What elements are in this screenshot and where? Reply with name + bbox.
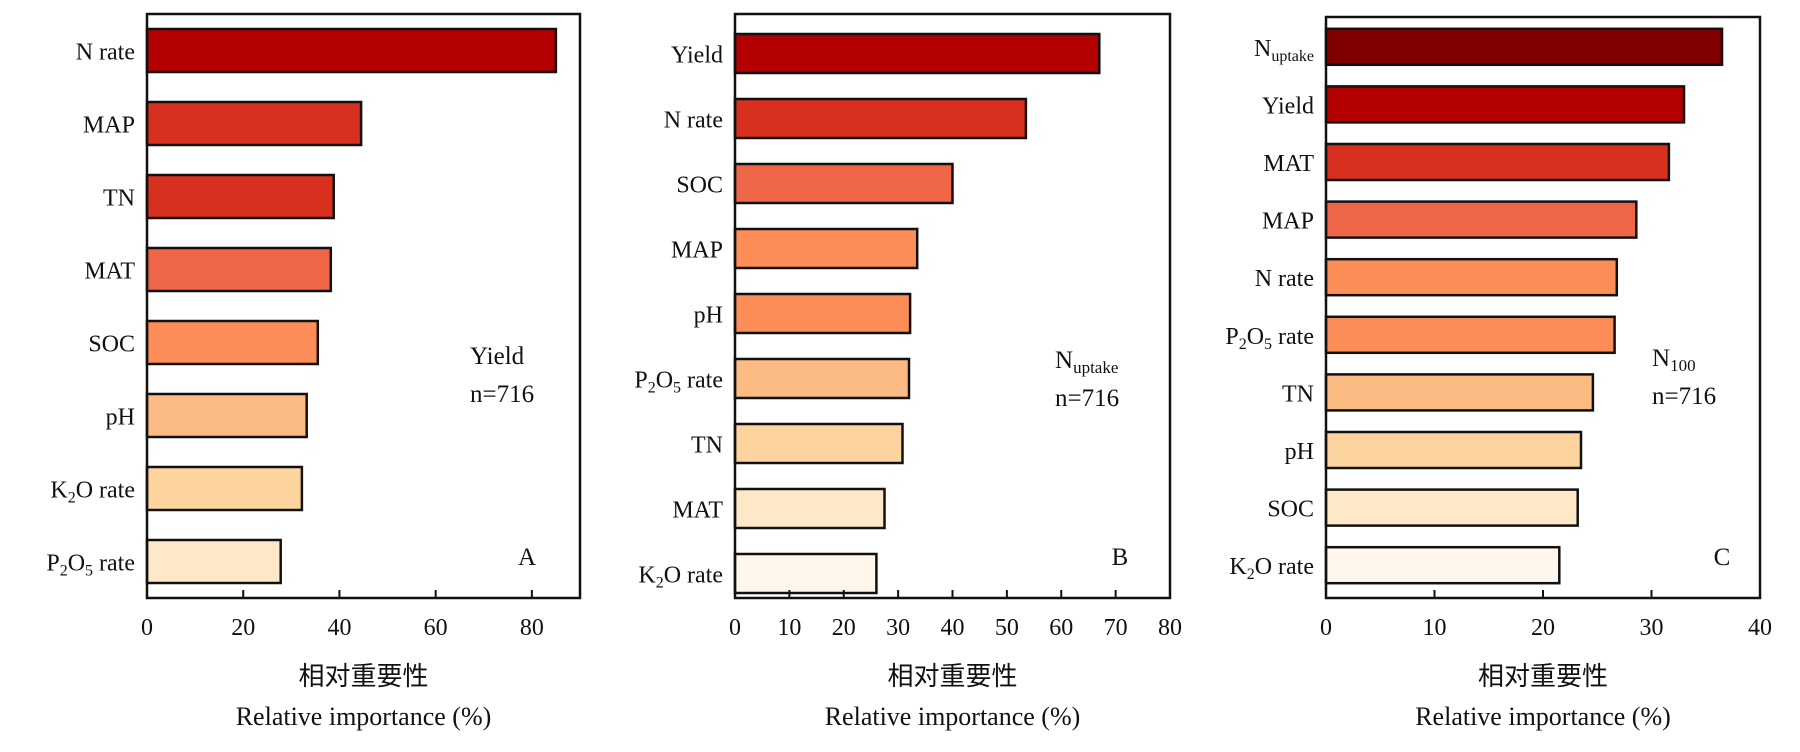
bar-mat: [733, 487, 886, 530]
x-axis-label-cn: 相对重要性: [1478, 662, 1608, 691]
x-axis-label: Relative importance (%): [825, 702, 1081, 731]
category-label: MAP: [671, 238, 723, 264]
bar-p2o5-rate: [145, 538, 282, 585]
bar-soc: [733, 162, 954, 205]
bar-n-rate: [1324, 257, 1619, 297]
x-axis-label-cn: 相对重要性: [887, 662, 1017, 691]
category-label: SOC: [1267, 497, 1314, 523]
bar-k2o-rate: [145, 465, 304, 512]
bar-map: [1324, 200, 1638, 239]
bar-soc: [145, 319, 320, 366]
category-label: N rate: [76, 40, 135, 66]
annotation-sample-size: n=716: [470, 381, 534, 408]
annotation-variable: N100: [1652, 345, 1696, 375]
category-label: TN: [103, 186, 135, 212]
category-label: N rate: [1255, 266, 1314, 292]
category-label: SOC: [676, 173, 723, 199]
x-tick-label: 70: [1104, 615, 1128, 641]
bar-p2o5-rate: [733, 357, 911, 400]
bar-p2o5-rate: [1324, 315, 1616, 355]
bar-ph: [733, 292, 912, 335]
bar-mat: [145, 246, 333, 293]
category-label: MAP: [1262, 209, 1314, 235]
x-tick-label: 10: [1423, 615, 1447, 641]
category-label: TN: [691, 433, 723, 459]
category-label: P2O5 rate: [1225, 324, 1314, 353]
category-label: pH: [1285, 439, 1314, 465]
bar-yield: [1324, 85, 1686, 124]
bar-n-rate: [145, 27, 558, 74]
panel-letter: A: [518, 544, 536, 571]
x-tick-label: 80: [520, 615, 544, 641]
category-label: MAT: [672, 498, 723, 524]
panel-c: Nuptake Yield MAT MAP N rate P2O5 rate TN pH SOC…: [1225, 15, 1772, 731]
x-tick-label: 40: [1748, 615, 1772, 641]
x-axis-label: Relative importance (%): [1415, 702, 1671, 731]
annotation-variable: Nuptake: [1055, 347, 1118, 377]
bar-yield: [733, 32, 1101, 75]
x-tick-label: 20: [1531, 615, 1555, 641]
category-label: Yield: [671, 43, 723, 69]
x-tick-label: 30: [1640, 615, 1664, 641]
x-axis-label-cn: 相对重要性: [298, 662, 428, 691]
x-tick-label: 60: [1049, 615, 1073, 641]
x-tick-label: 0: [729, 615, 741, 641]
category-label: Nuptake: [1254, 36, 1314, 65]
category-label: TN: [1282, 381, 1314, 407]
category-label: K2O rate: [1229, 554, 1314, 583]
category-label: MAT: [84, 259, 135, 285]
panel-letter: C: [1714, 544, 1731, 571]
x-tick-label: 10: [777, 615, 801, 641]
x-axis-label: Relative importance (%): [236, 702, 492, 731]
x-tick-label: 80: [1158, 615, 1182, 641]
bar-map: [733, 227, 919, 270]
bar-tn: [145, 173, 335, 220]
annotation-variable: Yield: [470, 343, 525, 370]
x-tick-label: 40: [327, 615, 351, 641]
category-label: K2O rate: [638, 563, 723, 592]
bar-soc: [1324, 488, 1579, 527]
panel-b: Yield N rate SOC MAP pH P2O5 rate TN MAT K2O rat…: [634, 12, 1182, 731]
category-label: P2O5 rate: [46, 551, 135, 580]
bar-k2o-rate: [1324, 545, 1561, 585]
x-tick-label: 0: [141, 615, 153, 641]
plot-frame: [145, 12, 582, 600]
category-label: N rate: [664, 108, 723, 134]
x-tick-label: 60: [424, 615, 448, 641]
bar-k2o-rate: [733, 552, 878, 595]
category-label: pH: [694, 303, 723, 329]
x-tick-label: 0: [1320, 615, 1332, 641]
category-label: pH: [106, 405, 135, 431]
category-label: P2O5 rate: [634, 368, 723, 397]
x-tick-label: 20: [832, 615, 856, 641]
bar-tn: [733, 422, 904, 465]
annotation-sample-size: n=716: [1652, 383, 1716, 410]
panel-letter: B: [1112, 544, 1129, 571]
panel-a: N rate MAP TN MAT SOC pH K2O rate P2O5 rate 0 20 4…: [46, 12, 582, 731]
bar-map: [145, 100, 363, 147]
bar-mat: [1324, 142, 1671, 182]
bar-ph: [1324, 430, 1583, 470]
category-label: SOC: [88, 332, 135, 358]
bar-ph: [145, 392, 308, 439]
bar-tn: [1324, 373, 1595, 412]
x-tick-label: 50: [995, 615, 1019, 641]
bar-nuptake: [1324, 27, 1724, 67]
x-tick-label: 30: [886, 615, 910, 641]
category-label: MAP: [83, 113, 135, 139]
x-tick-label: 40: [941, 615, 965, 641]
category-label: Yield: [1262, 93, 1314, 119]
category-label: MAT: [1263, 151, 1314, 177]
category-label: K2O rate: [50, 478, 135, 507]
annotation-sample-size: n=716: [1055, 385, 1119, 412]
x-tick-label: 20: [231, 615, 255, 641]
bar-n-rate: [733, 97, 1028, 140]
